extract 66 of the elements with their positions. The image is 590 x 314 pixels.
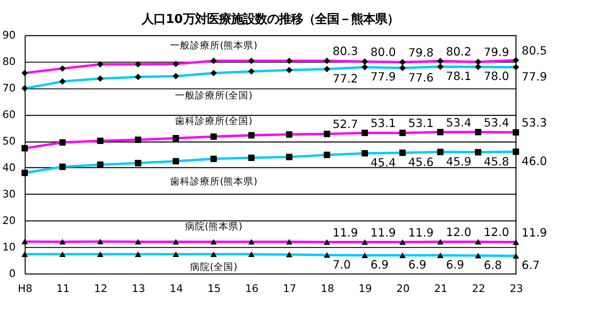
x-tick-label: 16 xyxy=(245,283,259,296)
data-label: 52.7 xyxy=(332,117,358,132)
data-label: 12.0 xyxy=(484,225,510,240)
data-label: 78.0 xyxy=(484,69,510,84)
x-tick-label: 17 xyxy=(283,283,296,296)
chart-title: 人口10万対医療施設数の推移（全国－熊本県） xyxy=(140,12,399,26)
data-label: 12.0 xyxy=(446,225,472,240)
y-tick-label: 40 xyxy=(2,162,16,174)
x-tick-label: 18 xyxy=(320,283,334,296)
data-label: 53.4 xyxy=(484,115,510,130)
data-label: 45.9 xyxy=(446,154,472,168)
x-tick-label: 12 xyxy=(94,283,108,296)
y-tick-label: 50 xyxy=(2,135,16,148)
y-tick-label: 0 xyxy=(9,268,16,280)
series-label: 病院(熊本県) xyxy=(184,220,242,232)
data-label: 79.9 xyxy=(484,45,510,60)
data-label: 6.8 xyxy=(484,258,502,272)
data-label: 45.4 xyxy=(370,156,396,170)
series-label: 歯科診療所(熊本県) xyxy=(170,176,258,188)
data-label: 53.4 xyxy=(446,115,472,130)
data-label: 77.2 xyxy=(332,71,358,86)
y-tick-label: 10 xyxy=(2,241,16,254)
data-label: 80.5 xyxy=(522,44,547,58)
data-label: 6.9 xyxy=(408,258,426,272)
x-tick-label: 23 xyxy=(510,283,524,296)
x-tick-label: 14 xyxy=(170,283,184,296)
y-tick-label: 90 xyxy=(2,29,16,42)
data-label: 11.9 xyxy=(332,225,358,240)
y-tick-label: 80 xyxy=(2,56,16,68)
series-label: 歯科診療所(全国) xyxy=(174,115,252,128)
data-label: 77.6 xyxy=(408,70,434,84)
data-label: 6.7 xyxy=(522,258,540,272)
x-tick-label: 11 xyxy=(56,283,70,296)
x-tick-label: H8 xyxy=(18,283,32,296)
data-label: 6.9 xyxy=(370,258,389,272)
x-tick-label: 15 xyxy=(207,283,221,296)
data-label: 77.9 xyxy=(522,69,547,84)
data-label: 53.1 xyxy=(408,116,434,130)
data-label: 11.9 xyxy=(408,225,434,240)
data-label: 53.3 xyxy=(522,116,547,130)
series-label: 一般診療所(熊本県) xyxy=(170,39,258,52)
y-tick-label: 30 xyxy=(2,188,16,200)
data-label: 11.9 xyxy=(522,225,547,240)
data-label: 6.9 xyxy=(446,258,464,272)
x-tick-label: 19 xyxy=(358,283,372,296)
data-label: 80.2 xyxy=(446,44,472,58)
data-label: 53.1 xyxy=(370,116,396,130)
series-label: 病院(全国) xyxy=(190,260,238,273)
x-tick-label: 22 xyxy=(472,283,486,296)
x-tick-label: 13 xyxy=(132,283,146,296)
y-tick-label: 60 xyxy=(2,108,16,121)
y-tick-label: 20 xyxy=(2,214,16,227)
data-label: 77.9 xyxy=(370,69,396,84)
data-label: 80.3 xyxy=(332,44,358,58)
data-label: 80.0 xyxy=(370,44,396,59)
data-label: 45.6 xyxy=(408,155,434,170)
data-label: 79.8 xyxy=(408,45,434,60)
data-label: 11.9 xyxy=(370,225,396,240)
x-tick-label: 20 xyxy=(396,283,410,296)
data-label: 45.8 xyxy=(484,154,510,169)
data-label: 7.0 xyxy=(332,257,351,272)
data-label: 46.0 xyxy=(522,154,547,168)
x-tick-label: 21 xyxy=(434,283,448,296)
series-label: 一般診療所(全国) xyxy=(174,90,252,102)
y-tick-label: 70 xyxy=(2,82,16,94)
data-label: 78.1 xyxy=(446,68,472,83)
